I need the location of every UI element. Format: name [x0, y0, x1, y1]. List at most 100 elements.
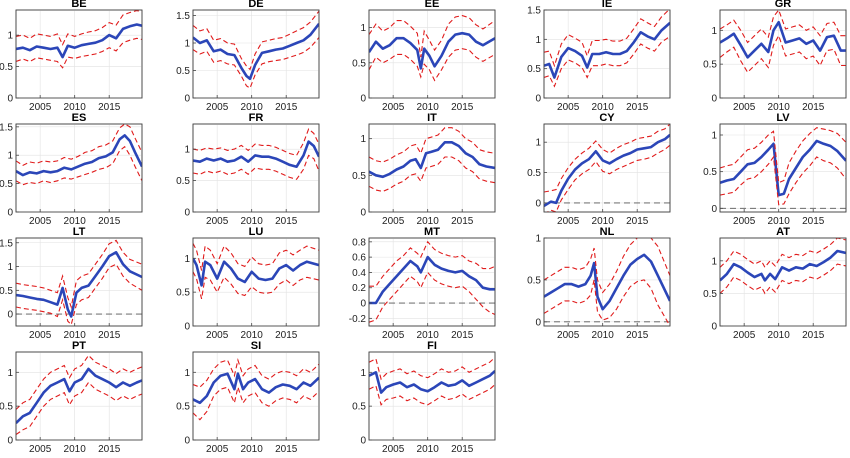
y-tick-label: 0.5 [703, 289, 717, 300]
panel-be: 0 0.5 1 2005 2010 2015 BE [0, 0, 143, 113]
y-tick-label: 0.5 [527, 275, 541, 286]
panel-title: LU [249, 226, 264, 238]
panel-title: NL [600, 226, 615, 238]
upper-band-line [720, 238, 846, 269]
panel-si: 0 0.5 1 2005 2010 2015 SI [176, 340, 320, 455]
x-tick-label: 2015 [98, 102, 121, 113]
estimate-line [193, 22, 319, 81]
x-tick-label: 2010 [417, 330, 440, 341]
x-tick-label: 2005 [382, 102, 405, 113]
plot-area [15, 237, 143, 327]
panel-ie: 0 0.5 1 1.5 2005 2010 2015 IE [527, 0, 671, 113]
x-tick-label: 2005 [557, 102, 580, 113]
y-tick-label: 0.5 [352, 402, 366, 413]
x-tick-label: 2005 [29, 216, 52, 227]
panel-cy: 0 0.5 1 2005 2010 2015 CY [527, 112, 671, 227]
x-tick-label: 2010 [64, 330, 87, 341]
y-tick-label: 0.5 [527, 168, 541, 179]
x-tick-label: 2015 [98, 216, 121, 227]
y-tick-label: 0.5 [176, 176, 190, 187]
x-tick-label: 2010 [64, 102, 87, 113]
upper-band-line [544, 238, 670, 294]
x-tick-label: 2010 [768, 330, 791, 341]
lower-band-line [720, 263, 846, 295]
plot-area [192, 123, 320, 213]
plot-area [368, 351, 496, 441]
lower-band-line [546, 144, 670, 212]
x-tick-label: 2010 [241, 330, 264, 341]
axes-border [15, 123, 143, 213]
axes-border [368, 9, 496, 99]
lower-band-line [369, 48, 495, 82]
axes-border [719, 9, 847, 99]
y-tick-label: 0 [535, 317, 541, 328]
x-tick-label: 2015 [275, 330, 298, 341]
axes-border [15, 351, 143, 441]
panel-lu: 0 0.5 1 2005 2010 2015 LU [176, 226, 320, 341]
y-tick-label: 1 [711, 131, 717, 142]
axes-border [543, 123, 671, 213]
upper-band-line [544, 10, 670, 68]
estimate-line [16, 134, 142, 177]
x-tick-label: 2015 [626, 102, 649, 113]
panel-title: IE [602, 0, 612, 10]
x-tick-label: 2010 [417, 216, 440, 227]
y-tick-label: 0 [535, 94, 541, 105]
x-tick-label: 2010 [417, 444, 440, 455]
panel-title: DE [248, 0, 263, 10]
y-tick-label: 1 [535, 138, 541, 149]
x-tick-label: 2005 [206, 216, 229, 227]
x-tick-label: 2015 [802, 216, 825, 227]
x-tick-label: 2015 [275, 216, 298, 227]
lower-band-line [369, 156, 495, 193]
panel-title: SI [251, 340, 261, 352]
y-tick-label: 0.5 [176, 288, 190, 299]
axes-border [192, 9, 320, 99]
upper-band-line [16, 10, 142, 46]
axes-border [543, 237, 671, 327]
y-tick-label: 0 [184, 208, 190, 219]
lower-band-line [720, 34, 846, 74]
x-tick-label: 2005 [733, 102, 756, 113]
plot-area [719, 237, 847, 327]
panel-es: 0 0.5 1 1.5 2005 2010 2015 ES [0, 112, 143, 227]
panel-title: BE [71, 0, 86, 10]
panel-it: 0 0.5 1 2005 2010 2015 IT [352, 112, 496, 227]
y-tick-label: 0.4 [352, 268, 366, 279]
estimate-line [720, 20, 846, 59]
y-tick-label: 1 [360, 23, 366, 34]
x-tick-label: 2005 [206, 444, 229, 455]
panel-lv: 0 0.5 1 2005 2010 2015 LV [703, 112, 847, 227]
plot-area [368, 9, 496, 99]
estimate-line [369, 370, 495, 394]
y-tick-label: 1 [184, 39, 190, 50]
y-tick-label: 0 [7, 208, 13, 219]
plot-area [719, 123, 847, 213]
y-tick-label: 0 [7, 436, 13, 447]
panel-title: EE [425, 0, 440, 10]
y-tick-label: 0.6 [352, 253, 366, 264]
panel-fi: 0 0.5 1 2005 2010 2015 FI [352, 340, 496, 455]
upper-band-line [720, 127, 846, 184]
lower-band-line [369, 271, 495, 323]
y-tick-label: 1.5 [0, 122, 13, 133]
x-tick-label: 2010 [768, 102, 791, 113]
x-tick-label: 2015 [802, 102, 825, 113]
upper-band-line [720, 10, 846, 44]
y-tick-label: 1 [535, 35, 541, 46]
upper-band-line [16, 239, 142, 310]
y-tick-label: 1 [360, 368, 366, 379]
y-tick-label: 0.5 [527, 64, 541, 75]
y-tick-label: 0.5 [176, 402, 190, 413]
lower-band-line [369, 384, 495, 406]
y-tick-label: 0.5 [0, 402, 13, 413]
axes-border [15, 9, 143, 99]
panel-ee: 0 0.5 1 2005 2010 2015 EE [352, 0, 496, 113]
panel-title: FR [249, 112, 264, 124]
y-tick-label: 0 [184, 94, 190, 105]
y-tick-label: 0 [360, 436, 366, 447]
x-tick-label: 2005 [29, 444, 52, 455]
upper-band-line [369, 356, 495, 381]
panel-title: CY [599, 112, 615, 124]
